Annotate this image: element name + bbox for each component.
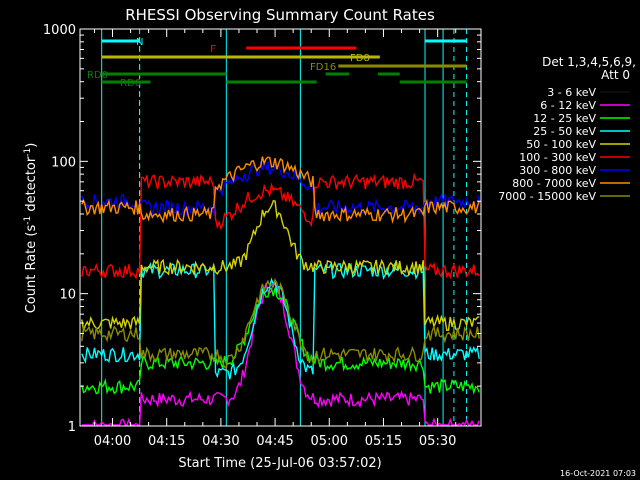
y-axis-label-sup2: -1	[23, 148, 33, 157]
legend-entry-label: 12 - 25 keV	[533, 112, 596, 125]
orbit-flag-label: FD8	[350, 53, 370, 64]
legend-header-line1: Det 1,3,4,5,6,9,	[542, 55, 636, 69]
legend-entry-label: 100 - 300 keV	[519, 151, 596, 164]
y-tick-label: 1000	[43, 23, 76, 38]
legend-header-line2: Att 0	[601, 68, 630, 82]
series-line	[81, 172, 480, 280]
orbit-flag-label: RD6	[120, 78, 141, 89]
x-axis-label: Start Time (25-Jul-06 03:57:02)	[178, 456, 381, 471]
y-axis-label-sup: -1	[23, 216, 33, 225]
series-line	[81, 161, 480, 217]
legend-entry-label: 300 - 800 keV	[519, 164, 596, 177]
orbit-flag-label: RD0	[87, 70, 108, 81]
x-tick-label: 05:30	[419, 434, 456, 449]
y-axis: 1 10 100 1000	[43, 23, 481, 435]
x-tick-label: 04:00	[94, 434, 131, 449]
orbit-flag-label: F	[210, 44, 216, 55]
orbit-flags: N F FD8 FD16 RD0 RD6	[87, 37, 467, 89]
plot-timestamp: 16-Oct-2021 07:03	[560, 469, 636, 478]
y-axis-label: Count Rate (s-1 detector-1)	[23, 143, 39, 314]
x-tick-label: 05:15	[365, 434, 402, 449]
legend-entry-label: 25 - 50 keV	[533, 125, 596, 138]
orbit-flag-label: FD16	[310, 62, 336, 73]
count-rate-series	[81, 156, 480, 427]
x-tick-label: 04:45	[256, 434, 293, 449]
chart-title: RHESSI Observing Summary Count Rates	[125, 6, 435, 24]
legend-entry-label: 50 - 100 keV	[526, 138, 596, 151]
x-tick-label: 05:00	[311, 434, 348, 449]
series-line	[81, 287, 480, 396]
legend-entry-label: 3 - 6 keV	[547, 86, 596, 99]
series-line	[81, 200, 480, 334]
x-tick-label: 04:30	[202, 434, 239, 449]
x-tick-label: 04:15	[148, 434, 185, 449]
series-line	[81, 156, 480, 225]
y-axis-label-end: )	[24, 143, 39, 148]
y-tick-label: 10	[59, 288, 76, 303]
series-line	[81, 278, 480, 370]
orbit-flag-label: N	[136, 37, 143, 48]
legend-entry-label: 7000 - 15000 keV	[498, 190, 596, 203]
plot-frame	[79, 28, 482, 427]
legend-entry-label: 800 - 7000 keV	[512, 177, 596, 190]
x-axis: 04:00 04:15 04:30 04:45 05:00 05:15 05:30	[94, 29, 456, 449]
legend-entry-label: 6 - 12 keV	[540, 99, 596, 112]
y-tick-label: 1	[68, 420, 76, 435]
y-tick-label: 100	[51, 155, 76, 170]
series-line	[81, 281, 480, 427]
night-intervals	[101, 29, 468, 426]
y-axis-label-main: Count Rate (s	[24, 225, 39, 314]
y-axis-label-mid: detector	[24, 156, 39, 216]
